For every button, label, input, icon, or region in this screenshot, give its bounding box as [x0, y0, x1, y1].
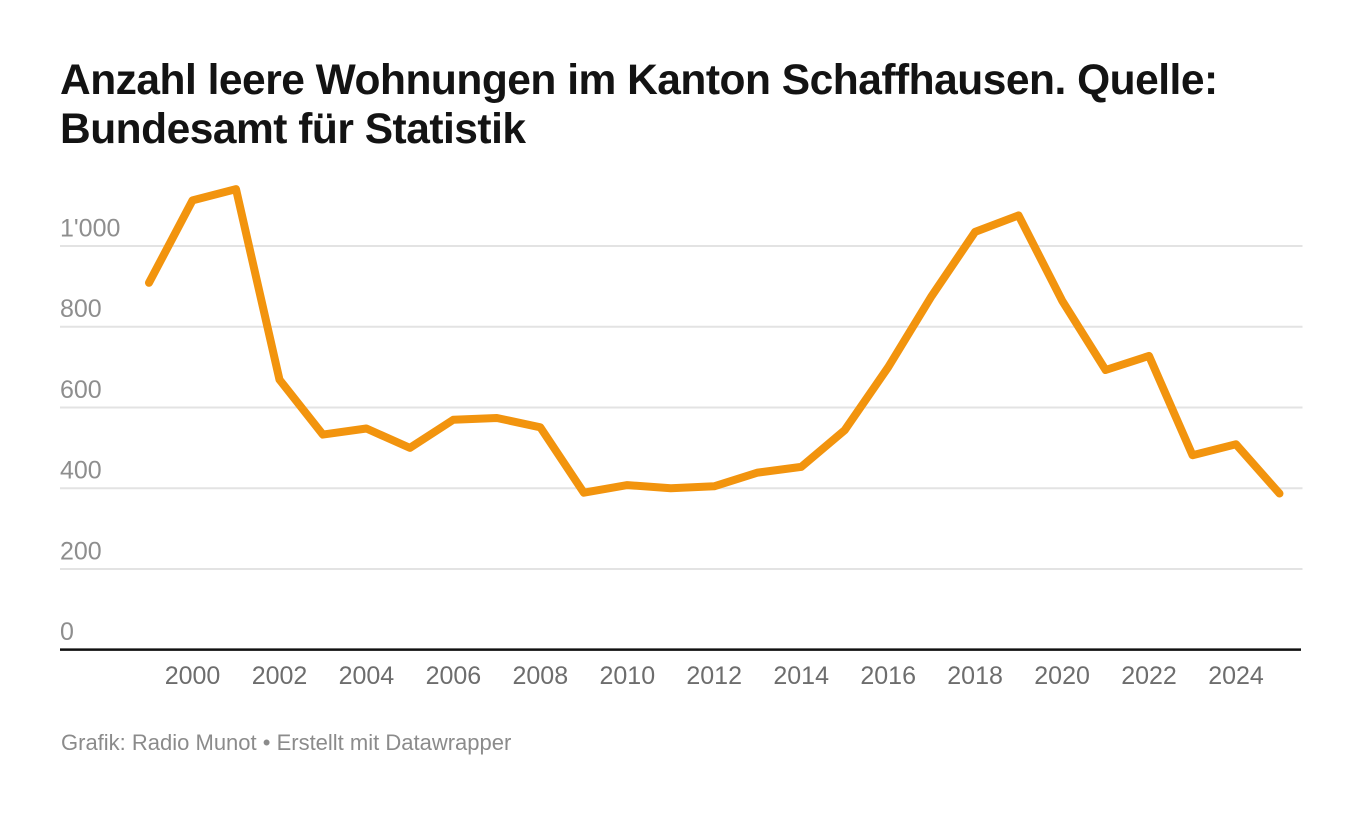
svg-text:2014: 2014 — [773, 662, 829, 690]
svg-text:2004: 2004 — [339, 662, 395, 690]
svg-text:2000: 2000 — [165, 662, 221, 690]
svg-text:2010: 2010 — [599, 662, 655, 690]
svg-text:2022: 2022 — [1121, 662, 1177, 690]
svg-text:800: 800 — [60, 295, 102, 323]
svg-text:2008: 2008 — [512, 662, 568, 690]
svg-text:2016: 2016 — [860, 662, 916, 690]
svg-text:600: 600 — [60, 376, 102, 404]
svg-text:2006: 2006 — [426, 662, 482, 690]
svg-text:2020: 2020 — [1034, 662, 1090, 690]
svg-text:0: 0 — [60, 618, 74, 646]
svg-text:400: 400 — [60, 457, 102, 485]
svg-text:2018: 2018 — [947, 662, 1003, 690]
svg-text:2024: 2024 — [1208, 662, 1264, 690]
svg-text:2002: 2002 — [252, 662, 308, 690]
svg-text:2012: 2012 — [686, 662, 742, 690]
svg-text:1'000: 1'000 — [60, 214, 120, 242]
svg-text:200: 200 — [60, 537, 102, 565]
